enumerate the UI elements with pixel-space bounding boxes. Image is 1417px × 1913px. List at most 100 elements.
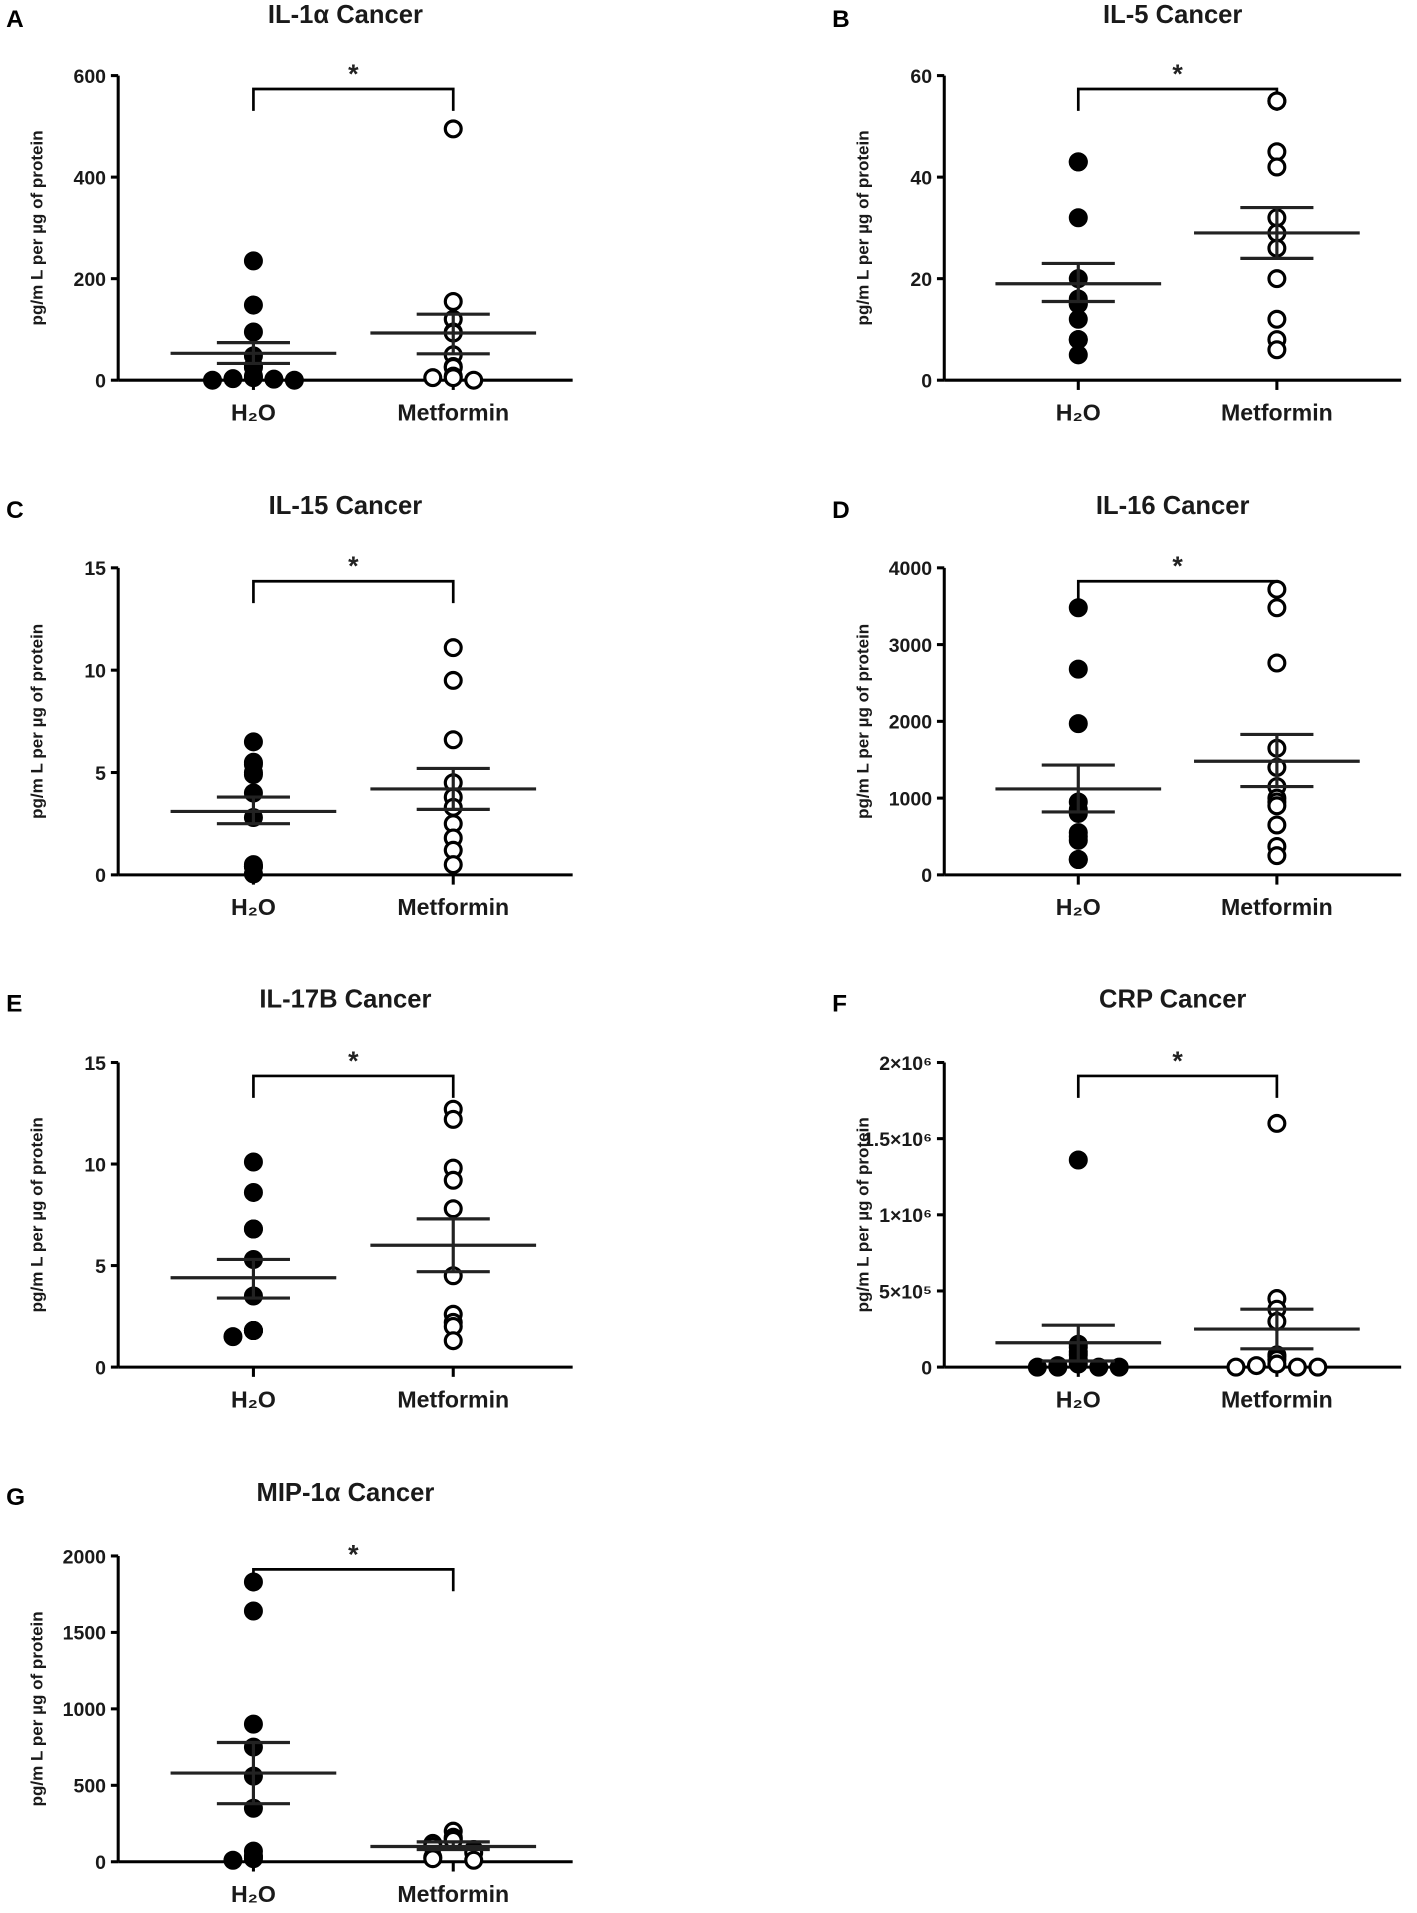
data-point — [464, 370, 484, 390]
data-point — [1089, 1357, 1109, 1377]
data-point — [1068, 659, 1088, 679]
data-point — [243, 1219, 263, 1239]
y-tick-label: 0 — [95, 1357, 106, 1379]
significance-marker: * — [348, 551, 359, 581]
data-point — [1068, 208, 1088, 228]
data-point — [243, 1572, 263, 1592]
x-tick-label: Metformin — [397, 1386, 509, 1412]
y-tick-label: 0 — [95, 865, 106, 887]
data-point — [1068, 152, 1088, 172]
data-point — [202, 370, 222, 390]
y-tick-label: 0 — [921, 371, 932, 393]
data-point — [1267, 579, 1287, 599]
significance-bracket — [252, 87, 455, 111]
data-point — [443, 638, 463, 658]
significance-marker: * — [1172, 59, 1183, 89]
data-point — [243, 1321, 263, 1341]
panel-letter: F — [832, 990, 847, 1017]
chart-title: IL-17B Cancer — [259, 986, 431, 1014]
x-tick-label: Metformin — [397, 399, 509, 425]
panel-letter: B — [832, 6, 850, 33]
data-point — [1267, 309, 1287, 329]
data-point — [1267, 598, 1287, 618]
panel-g: G MIP-1α Cancer pg/m L per µg of protein 0 5… — [6, 1479, 573, 1907]
y-axis-label: pg/m L per µg of protein — [28, 1117, 47, 1312]
data-point — [1267, 1354, 1287, 1374]
y-axis-label: pg/m L per µg of protein — [28, 1611, 47, 1806]
x-tick-label: H₂O — [231, 1881, 276, 1907]
data-point — [243, 765, 263, 785]
y-tick-label: 1.5×10⁶ — [863, 1129, 932, 1151]
x-tick-label: H₂O — [231, 1386, 276, 1412]
data-point — [1267, 91, 1287, 111]
y-tick-label: 1×10⁶ — [879, 1205, 932, 1227]
panel-letter: G — [6, 1484, 25, 1511]
x-tick-label: Metformin — [1221, 894, 1333, 920]
y-tick-label: 0 — [95, 371, 106, 393]
y-axis-label: pg/m L per µg of protein — [854, 624, 873, 819]
y-tick-label: 4000 — [889, 558, 933, 580]
x-tick-label: Metformin — [1221, 399, 1333, 425]
data-point — [464, 1850, 484, 1870]
y-tick-label: 15 — [84, 1053, 106, 1075]
significance-marker: * — [348, 1539, 359, 1569]
data-point — [443, 855, 463, 875]
y-tick-label: 5 — [95, 763, 106, 785]
significance-bracket — [1076, 579, 1279, 604]
y-tick-label: 2000 — [63, 1546, 107, 1568]
data-point — [443, 1170, 463, 1190]
data-point — [1068, 714, 1088, 734]
data-point — [243, 732, 263, 752]
x-tick-label: H₂O — [1056, 894, 1101, 920]
y-tick-label: 1000 — [63, 1699, 107, 1721]
data-point — [1109, 1357, 1129, 1377]
data-point — [443, 1331, 463, 1351]
y-tick-label: 5 — [95, 1256, 106, 1278]
data-point — [443, 292, 463, 312]
y-tick-label: 0 — [921, 865, 932, 887]
y-tick-label: 500 — [73, 1776, 106, 1798]
x-tick-label: Metformin — [397, 1881, 509, 1907]
data-point — [443, 1199, 463, 1219]
chart-title: IL-15 Cancer — [269, 492, 423, 520]
data-point — [243, 1152, 263, 1172]
data-point — [423, 1849, 443, 1869]
data-point — [443, 670, 463, 690]
data-point — [1027, 1357, 1047, 1377]
chart-title: IL-5 Cancer — [1103, 1, 1242, 29]
y-tick-label: 200 — [73, 269, 106, 291]
y-tick-label: 1000 — [889, 788, 933, 810]
data-point — [243, 864, 263, 884]
data-point — [284, 370, 304, 390]
data-point — [243, 322, 263, 342]
data-point — [223, 1850, 243, 1870]
data-point — [243, 1714, 263, 1734]
data-point — [1068, 330, 1088, 350]
y-tick-label: 0 — [921, 1357, 932, 1379]
data-point — [223, 1327, 243, 1347]
panel-f: F CRP Cancer pg/m L per µg of protein 0 5×10… — [832, 986, 1402, 1412]
data-point — [1267, 653, 1287, 673]
data-point — [1267, 269, 1287, 289]
data-point — [1308, 1357, 1328, 1377]
panel-e: E IL-17B Cancer pg/m L per µg of protein 0 5… — [6, 986, 573, 1412]
data-point — [1068, 598, 1088, 618]
data-point — [1226, 1357, 1246, 1377]
panel-a: A IL-1α Cancer pg/m L per µg of protein 0 20… — [6, 1, 573, 425]
y-tick-label: 400 — [73, 167, 106, 189]
significance-marker: * — [348, 1046, 359, 1076]
panel-d: D IL-16 Cancer pg/m L per µg of protein 0 10… — [832, 492, 1402, 920]
data-point — [1267, 142, 1287, 162]
data-point — [223, 369, 243, 389]
x-tick-label: H₂O — [1056, 399, 1101, 425]
y-tick-label: 2000 — [889, 712, 933, 734]
x-tick-label: H₂O — [231, 399, 276, 425]
y-tick-label: 0 — [95, 1852, 106, 1874]
panel-b: B IL-5 Cancer pg/m L per µg of protein 0 20 4… — [832, 1, 1402, 425]
panel-letter: E — [6, 990, 22, 1017]
data-point — [1246, 1356, 1266, 1376]
chart-title: MIP-1α Cancer — [257, 1479, 435, 1507]
y-tick-label: 600 — [73, 66, 106, 88]
data-point — [243, 251, 263, 271]
panel-letter: C — [6, 497, 24, 524]
